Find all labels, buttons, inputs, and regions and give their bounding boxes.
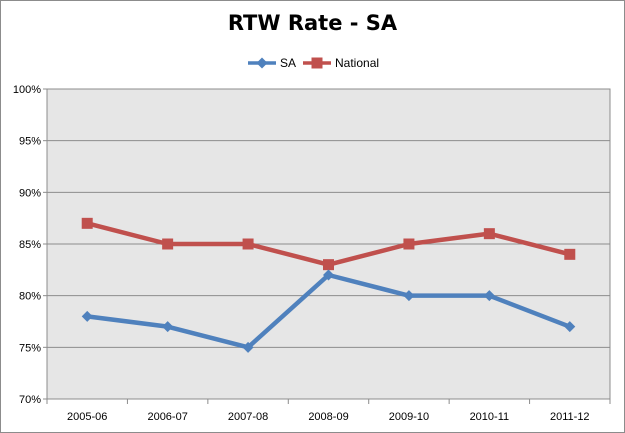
gridlines (47, 88, 610, 400)
x-tick-label: 2005-06 (67, 411, 107, 423)
legend-item-national: National (303, 56, 379, 70)
data-point-national (323, 259, 334, 271)
y-tick-label: 100% (13, 84, 41, 96)
data-point-national (81, 217, 93, 229)
legend-item-sa: SA (248, 56, 296, 70)
data-point-sa (162, 321, 174, 333)
x-tick-label: 2011-12 (550, 411, 590, 423)
y-tick-label: 70% (19, 394, 41, 406)
data-point-national (483, 228, 495, 240)
chart-title: RTW Rate - SA (227, 11, 398, 35)
y-tick-label: 85% (19, 239, 41, 251)
data-point-sa (242, 341, 254, 353)
data-point-sa (403, 290, 415, 302)
data-point-sa (323, 269, 334, 281)
x-tick-label: 2008-09 (308, 411, 348, 423)
series-sa (81, 269, 576, 353)
data-point-sa (81, 310, 93, 322)
data-point-sa (564, 321, 576, 333)
series-national (81, 217, 576, 271)
data-point-national (242, 238, 254, 250)
x-tick-label: 2007-08 (228, 411, 268, 423)
data-point-national (403, 238, 415, 250)
series-layer (81, 217, 576, 353)
data-point-national (564, 248, 576, 260)
x-tick-label: 2010-11 (470, 411, 510, 423)
y-tick-label: 75% (19, 342, 41, 354)
x-tick-label: 2009-10 (389, 411, 429, 423)
x-axis-ticks: 2005-06 2006-07 2007-08 2008-09 2009-10 2010-… (46, 399, 611, 423)
legend-marker (256, 57, 268, 69)
x-tick-label: 2006-07 (147, 411, 187, 423)
data-point-sa (483, 290, 495, 302)
y-tick-label: 95% (19, 136, 41, 148)
legend-marker (311, 57, 323, 69)
y-tick-label: 80% (19, 291, 41, 303)
legend-label: SA (280, 56, 296, 70)
y-tick-label: 90% (19, 187, 41, 199)
data-point-national (162, 238, 174, 250)
legend-label: National (335, 56, 379, 70)
legend: SA National (248, 56, 379, 70)
y-axis-ticks: 70% 75% 80% 85% 90% 95% 100% (13, 84, 47, 406)
